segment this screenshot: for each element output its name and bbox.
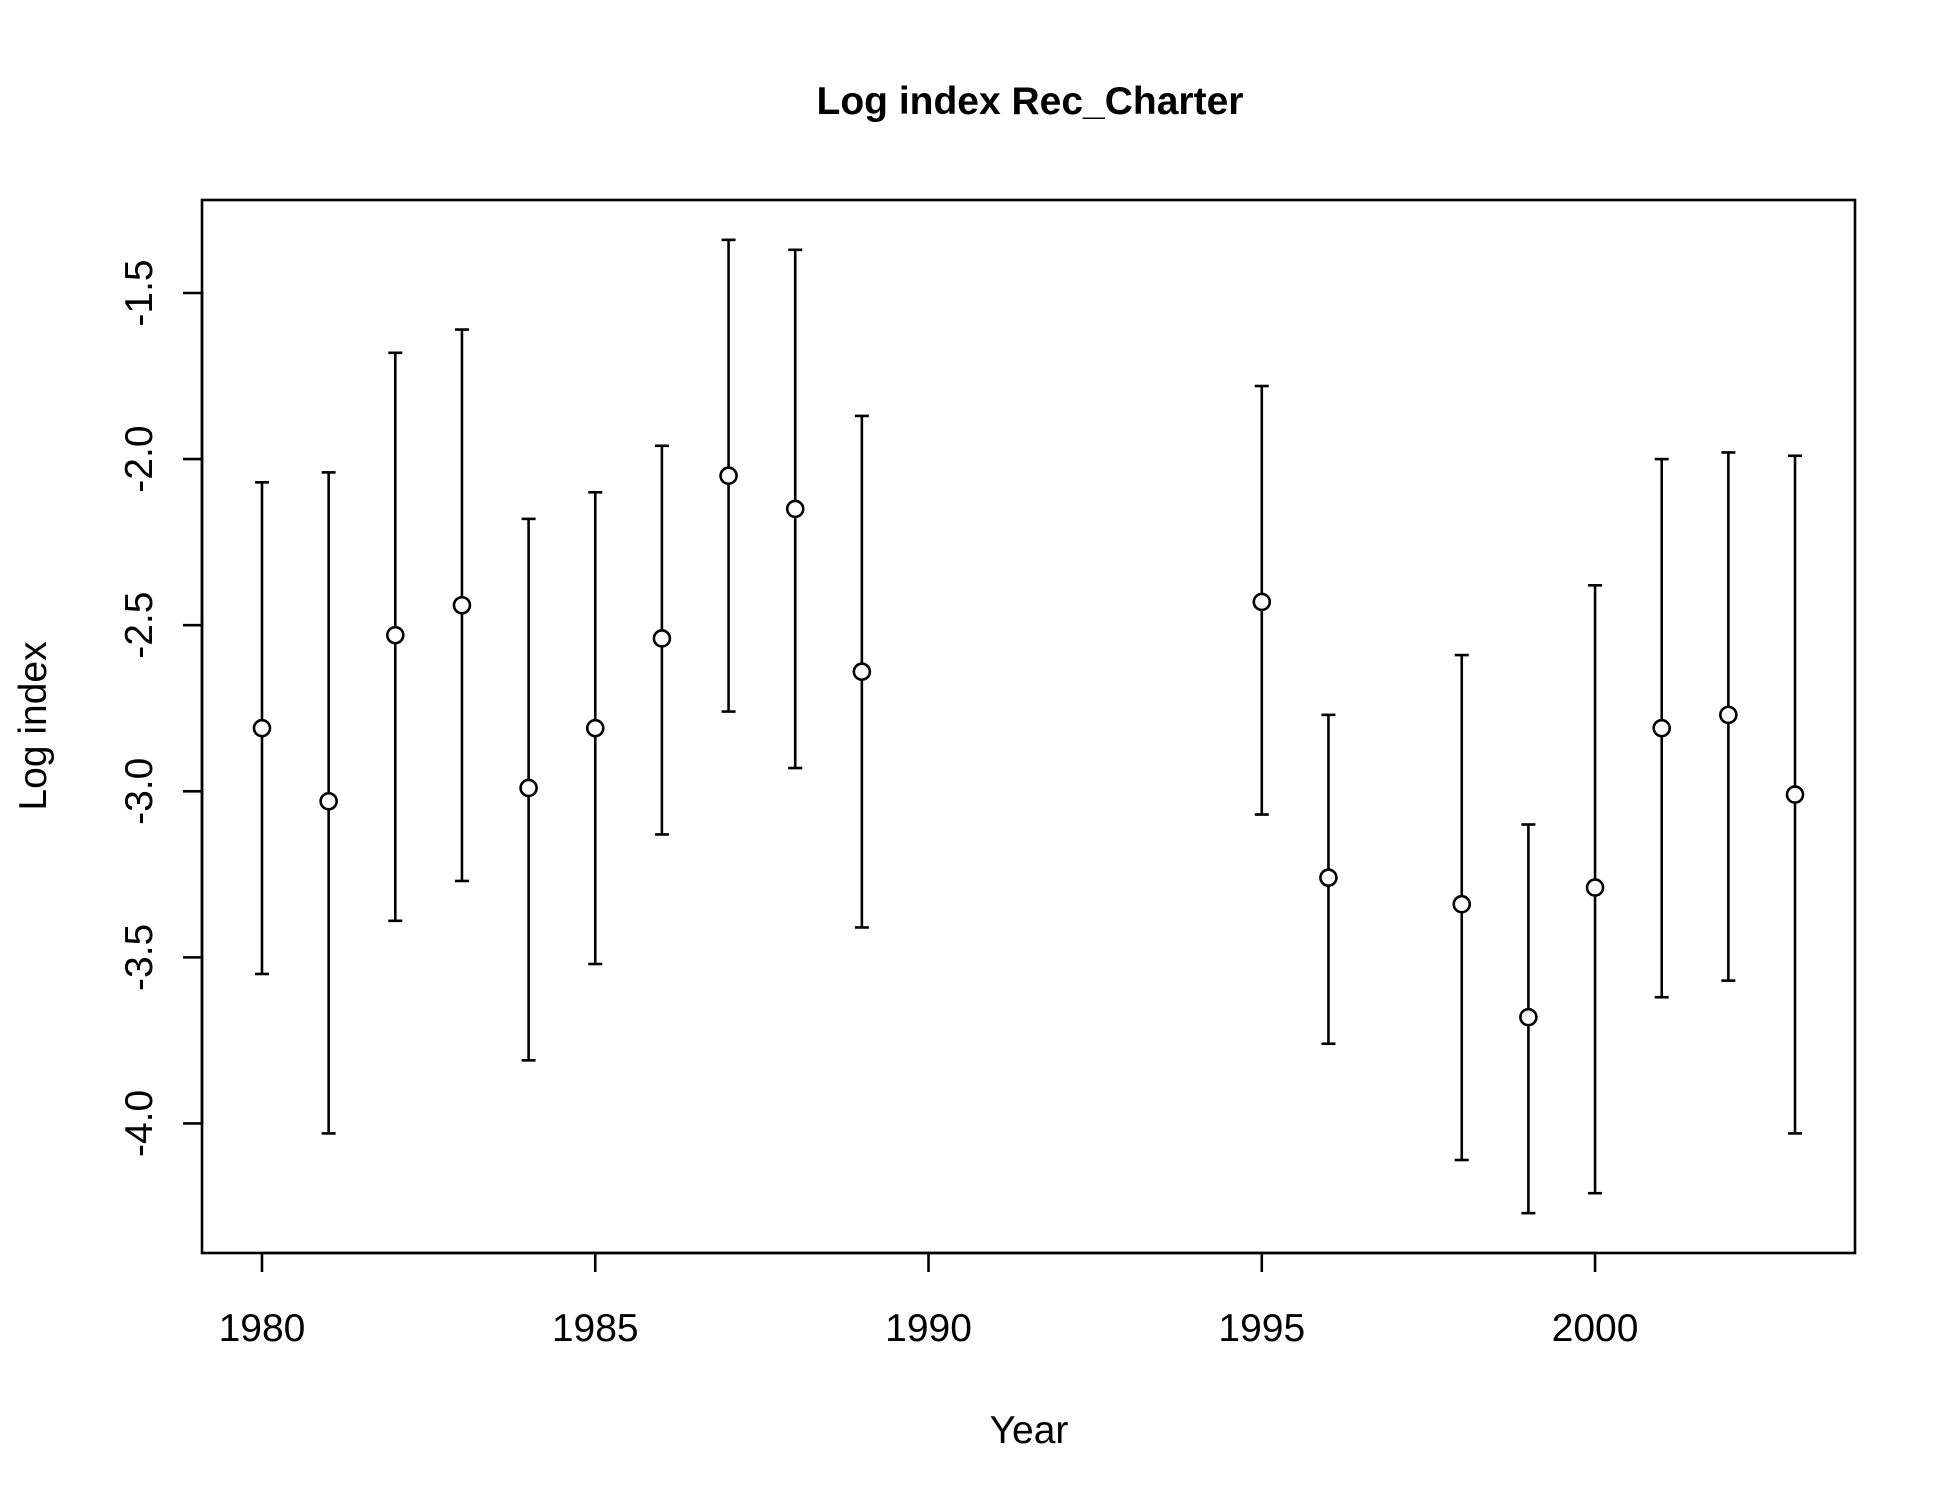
- data-point: [1785, 785, 1805, 804]
- data-point: [1719, 705, 1738, 725]
- y-tick-label: -3.5: [118, 924, 161, 991]
- y-tick-label: -4.0: [118, 1090, 161, 1157]
- y-axis-title: Log index: [12, 641, 55, 811]
- chart-title: Log index Rec_Charter: [817, 80, 1244, 123]
- data-point: [1652, 718, 1672, 738]
- data-point: [585, 718, 605, 738]
- data-point: [652, 629, 672, 648]
- data-point: [452, 595, 472, 615]
- x-axis-title: Year: [990, 1409, 1069, 1452]
- plot-frame: [200, 198, 1857, 1255]
- data-point: [785, 499, 805, 519]
- x-tick-label: 1990: [885, 1307, 972, 1350]
- data-point: [1319, 868, 1338, 887]
- x-tick-label: 2000: [1552, 1307, 1639, 1350]
- data-point: [519, 778, 538, 798]
- y-tick-label: -1.5: [118, 259, 161, 326]
- x-tick-label: 1985: [552, 1307, 639, 1350]
- y-tick-label: -3.0: [118, 758, 161, 825]
- y-tick-label: -2.5: [118, 592, 161, 659]
- x-tick-label: 1980: [219, 1307, 306, 1350]
- y-axis: -4.0 -3.5 -3.0 -2.5 -2.0 -1.5: [118, 259, 204, 1157]
- data-point: [252, 718, 272, 738]
- x-axis: 1980 1985 1990 1995 2000: [219, 1251, 1639, 1350]
- data-point: [1519, 1007, 1538, 1027]
- y-tick-label: -2.0: [118, 425, 161, 492]
- data-point: [1585, 878, 1605, 897]
- data-point: [719, 466, 738, 486]
- data-point: [319, 791, 338, 811]
- error-bars: [254, 238, 1803, 1215]
- data-point: [385, 625, 405, 645]
- data-point: [852, 662, 872, 681]
- data-point: [1452, 894, 1472, 914]
- data-point: [1252, 592, 1272, 612]
- x-tick-label: 1995: [1218, 1307, 1305, 1350]
- data-points: [252, 466, 1805, 1027]
